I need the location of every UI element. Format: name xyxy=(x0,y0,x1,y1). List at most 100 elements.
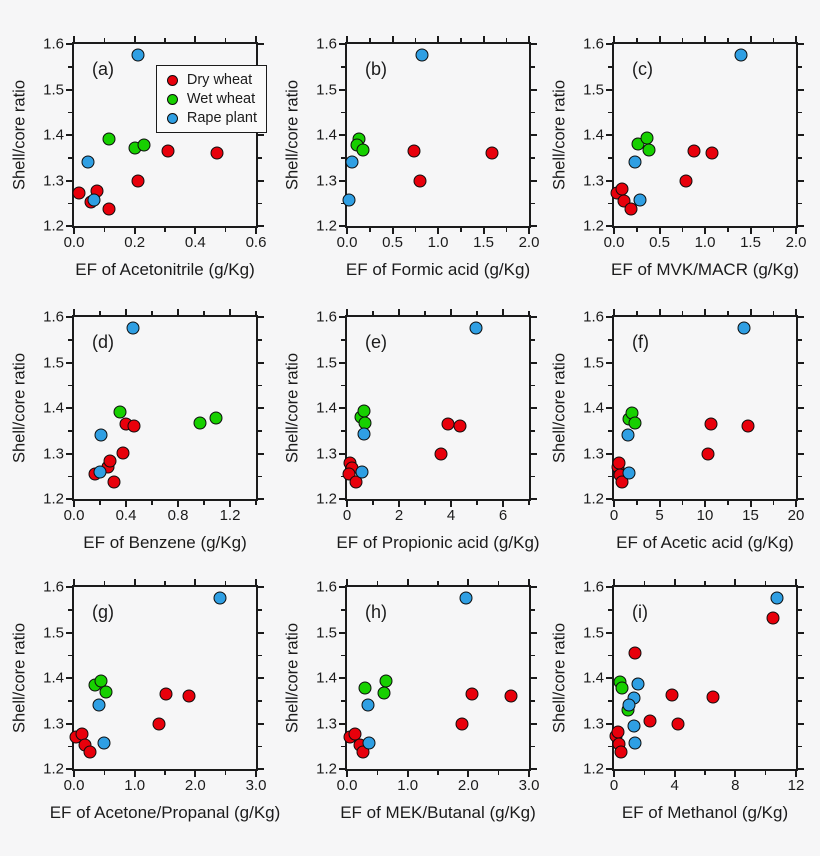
x-tick-label: 1.0 xyxy=(694,234,716,251)
tick-mark xyxy=(66,631,72,634)
tick-mark xyxy=(224,228,227,232)
x-tick-label: 0 xyxy=(342,507,352,524)
y-tick-label: 1.6 xyxy=(583,578,604,596)
tick-mark xyxy=(606,498,612,500)
data-point-dry-wheat xyxy=(611,725,625,739)
y-tick-label: 1.5 xyxy=(43,354,64,371)
data-point-dry-wheat xyxy=(131,174,145,187)
tick-mark xyxy=(531,475,535,477)
data-point-dry-wheat xyxy=(127,419,141,433)
tick-mark xyxy=(608,66,612,68)
x-tick-label: 12 xyxy=(787,777,805,794)
y-tick-label: 1.3 xyxy=(43,172,64,189)
data-point-dry-wheat xyxy=(434,447,448,460)
tick-mark xyxy=(258,157,262,159)
tick-mark xyxy=(798,157,802,159)
data-point-dry-wheat xyxy=(704,417,718,431)
tick-mark xyxy=(798,654,802,656)
data-point-dry-wheat xyxy=(210,146,224,160)
tick-mark xyxy=(346,309,348,315)
y-tick-label: 1.4 xyxy=(316,669,337,687)
tick-mark xyxy=(258,677,264,679)
data-point-wet-wheat xyxy=(209,411,223,425)
tick-mark xyxy=(406,579,409,585)
data-point-rape-plant xyxy=(87,193,101,207)
x-axis-title: EF of Acetone/Propanal (g/Kg) xyxy=(49,803,281,822)
tick-mark xyxy=(798,225,804,227)
tick-mark xyxy=(636,38,638,42)
tick-mark xyxy=(258,316,264,318)
tick-mark xyxy=(608,430,612,432)
tick-mark xyxy=(482,228,485,234)
tick-mark xyxy=(643,581,646,585)
data-point-rape-plant xyxy=(81,155,95,169)
tick-mark xyxy=(798,700,802,702)
tick-mark xyxy=(467,579,470,585)
legend: Dry wheat Wet wheat Rape plant xyxy=(155,65,267,133)
tick-mark xyxy=(798,88,804,91)
tick-mark xyxy=(68,475,72,477)
data-point-dry-wheat xyxy=(83,745,97,759)
x-tick-label: 0.0 xyxy=(63,507,85,524)
tick-mark xyxy=(613,36,615,42)
tick-mark xyxy=(606,316,612,318)
data-point-dry-wheat xyxy=(701,447,715,460)
y-tick-label: 1.2 xyxy=(316,760,337,778)
tick-mark xyxy=(606,452,612,455)
tick-mark xyxy=(255,501,257,505)
data-point-rape-plant xyxy=(469,321,483,335)
x-tick-label: 0.2 xyxy=(124,234,146,251)
tick-mark xyxy=(531,384,535,386)
data-point-wet-wheat xyxy=(193,416,207,430)
y-tick-label: 1.2 xyxy=(316,217,337,235)
tick-mark xyxy=(606,179,612,182)
tick-mark xyxy=(151,311,153,315)
x-axis-title: EF of Propionic acid (g/Kg) xyxy=(336,533,540,552)
tick-mark xyxy=(764,771,767,775)
tick-mark xyxy=(505,38,507,42)
tick-mark xyxy=(606,407,612,409)
plot-area-d: (d) xyxy=(66,309,264,507)
tick-mark xyxy=(369,228,371,232)
tick-mark xyxy=(613,309,615,315)
y-tick-label: 1.5 xyxy=(43,81,64,98)
panel-letter: (d) xyxy=(92,332,114,352)
data-point-rape-plant xyxy=(126,321,139,335)
tick-mark xyxy=(467,771,470,777)
tick-mark xyxy=(339,361,345,364)
data-point-rape-plant xyxy=(92,698,106,712)
tick-mark xyxy=(341,339,345,341)
tick-mark xyxy=(636,311,638,315)
x-tick-label: 0.5 xyxy=(649,234,670,251)
data-point-dry-wheat xyxy=(671,717,685,731)
data-point-dry-wheat xyxy=(679,174,693,187)
x-tick-label: 0.0 xyxy=(336,234,358,251)
tick-mark xyxy=(608,157,612,159)
tick-mark xyxy=(606,586,612,588)
tick-mark xyxy=(398,309,400,315)
tick-mark xyxy=(658,501,661,507)
data-point-dry-wheat xyxy=(485,146,499,160)
tick-mark xyxy=(734,771,737,777)
tick-mark xyxy=(450,309,452,315)
tick-mark xyxy=(424,311,426,315)
tick-mark xyxy=(341,157,345,159)
tick-mark xyxy=(613,501,615,507)
tick-mark xyxy=(66,768,72,770)
data-point-rape-plant xyxy=(357,427,371,441)
legend-marker-icon xyxy=(166,74,178,86)
tick-mark xyxy=(704,228,706,234)
tick-mark xyxy=(164,38,166,42)
x-tick-label: 1.0 xyxy=(124,777,146,794)
tick-mark xyxy=(798,430,802,432)
tick-mark xyxy=(255,228,257,234)
tick-mark xyxy=(613,579,615,585)
tick-mark xyxy=(606,768,612,770)
tick-mark xyxy=(531,134,537,136)
tick-mark xyxy=(658,309,661,315)
data-point-rape-plant xyxy=(355,465,369,479)
data-point-rape-plant xyxy=(633,193,647,207)
y-tick-label: 1.6 xyxy=(316,308,337,326)
tick-mark xyxy=(531,677,537,679)
